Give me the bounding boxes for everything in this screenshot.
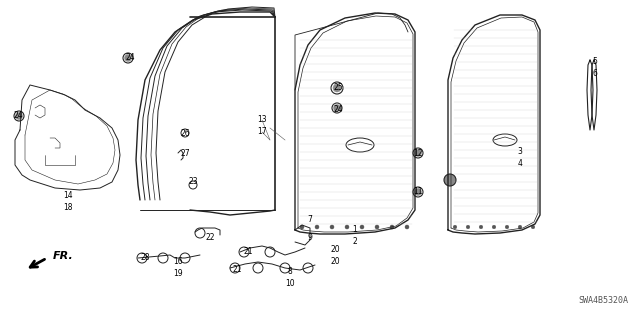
- Text: 27: 27: [180, 149, 190, 158]
- Circle shape: [360, 225, 364, 229]
- Text: 21: 21: [243, 248, 253, 256]
- Text: 16: 16: [173, 257, 183, 266]
- Text: 24: 24: [13, 110, 23, 120]
- Circle shape: [492, 225, 496, 229]
- Text: 12: 12: [413, 149, 423, 158]
- Circle shape: [333, 105, 340, 112]
- Text: 7: 7: [308, 216, 312, 225]
- Circle shape: [466, 225, 470, 229]
- Circle shape: [505, 225, 509, 229]
- Circle shape: [405, 225, 409, 229]
- Text: 23: 23: [188, 177, 198, 187]
- Circle shape: [330, 225, 334, 229]
- Text: 21: 21: [232, 265, 242, 275]
- Text: 13: 13: [257, 115, 267, 124]
- Text: 17: 17: [257, 128, 267, 137]
- Circle shape: [453, 225, 457, 229]
- Text: 28: 28: [140, 254, 150, 263]
- Text: 3: 3: [518, 147, 522, 157]
- Circle shape: [15, 113, 22, 120]
- Text: 8: 8: [287, 268, 292, 277]
- Circle shape: [125, 55, 131, 62]
- Circle shape: [518, 225, 522, 229]
- Text: SWA4B5320A: SWA4B5320A: [578, 296, 628, 305]
- Text: 10: 10: [285, 279, 295, 288]
- Circle shape: [315, 225, 319, 229]
- Text: 4: 4: [518, 159, 522, 167]
- Circle shape: [531, 225, 535, 229]
- Circle shape: [479, 225, 483, 229]
- Text: 5: 5: [593, 57, 597, 66]
- Circle shape: [415, 150, 422, 157]
- Text: 25: 25: [333, 84, 343, 93]
- Text: 19: 19: [173, 270, 183, 278]
- Text: FR.: FR.: [53, 251, 74, 261]
- Text: 22: 22: [205, 233, 215, 241]
- Text: 6: 6: [593, 69, 597, 78]
- Circle shape: [345, 225, 349, 229]
- Text: 14: 14: [63, 191, 73, 201]
- Text: 1: 1: [353, 226, 357, 234]
- Circle shape: [444, 174, 456, 186]
- Text: 20: 20: [330, 246, 340, 255]
- Text: 26: 26: [180, 129, 190, 137]
- Text: 20: 20: [330, 256, 340, 265]
- Text: 11: 11: [413, 188, 423, 197]
- Circle shape: [415, 189, 422, 196]
- Text: 24: 24: [125, 53, 135, 62]
- Circle shape: [390, 225, 394, 229]
- Text: 2: 2: [353, 238, 357, 247]
- Text: 9: 9: [308, 234, 312, 242]
- Circle shape: [333, 84, 341, 92]
- Circle shape: [300, 225, 304, 229]
- Text: 24: 24: [333, 106, 343, 115]
- Circle shape: [375, 225, 379, 229]
- Text: 18: 18: [63, 204, 73, 212]
